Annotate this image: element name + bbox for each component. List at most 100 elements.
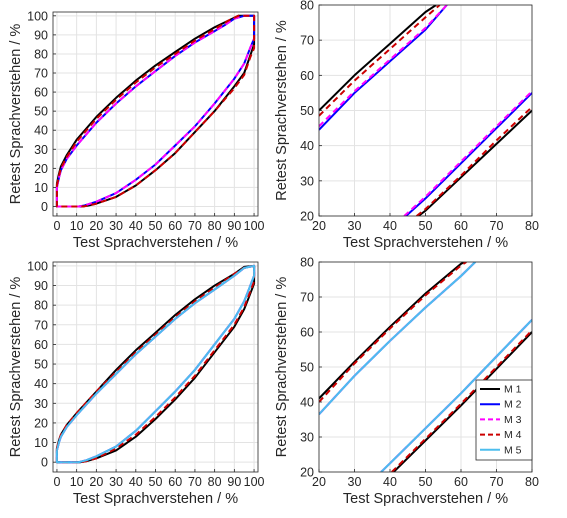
y-tick-label: 60: [300, 69, 314, 83]
series-line-m1: [392, 331, 532, 472]
y-tick-label: 50: [34, 105, 48, 119]
series-line-m4: [391, 329, 532, 472]
x-tick-label: 90: [227, 475, 241, 489]
series-line-m4: [319, 5, 441, 117]
y-tick-label: 20: [300, 210, 314, 224]
y-tick-label: 80: [300, 256, 314, 270]
legend: M 1 M 2 M 3 M 4 M 5: [475, 379, 533, 461]
y-axis-label: Retest Sprachverstehen / %: [8, 277, 24, 458]
legend-label: M 1: [504, 384, 522, 396]
x-tick-label: 70: [188, 475, 202, 489]
x-tick-label: 40: [383, 219, 397, 233]
x-tick-label: 40: [129, 475, 143, 489]
x-tick-label: 40: [129, 219, 143, 233]
y-tick-label: 70: [34, 67, 48, 81]
legend-box: [475, 379, 533, 461]
y-tick-label: 60: [34, 86, 48, 100]
x-tick-label: 10: [70, 219, 84, 233]
series-line-m3: [319, 5, 448, 128]
series-line-m1: [55, 14, 256, 208]
series-group: [319, 5, 532, 216]
y-tick-label: 40: [34, 377, 48, 391]
x-tick-label: 60: [168, 475, 182, 489]
y-tick-label: 50: [300, 104, 314, 118]
x-tick-label: 30: [109, 219, 123, 233]
series-line-m5: [380, 319, 532, 472]
x-tick-label: 50: [149, 219, 163, 233]
y-tick-label: 70: [300, 34, 314, 48]
legend-label: M 5: [504, 444, 522, 456]
x-tick-label: 20: [89, 475, 103, 489]
y-tick-label: 30: [34, 143, 48, 157]
y-tick-label: 20: [300, 466, 314, 480]
x-tick-label: 0: [53, 219, 60, 233]
chart-bottom-left: 0 10 20 30 40 50 60 70 80 90 100010203040506070809…: [8, 259, 265, 507]
y-tick-label: 80: [300, 0, 314, 13]
y-tick-label: 20: [34, 416, 48, 430]
series-line-m1: [319, 262, 466, 400]
x-tick-label: 80: [208, 219, 222, 233]
x-tick-label: 100: [244, 219, 265, 233]
series-group: [55, 264, 256, 464]
y-tick-label: 80: [34, 47, 48, 61]
series-line-m1: [319, 5, 437, 112]
y-tick-label: 70: [34, 318, 48, 332]
y-tick-label: 30: [34, 397, 48, 411]
series-line-m3: [403, 90, 532, 216]
x-tick-label: 20: [312, 475, 326, 489]
x-tick-label: 70: [490, 475, 504, 489]
y-tick-label: 80: [34, 299, 48, 313]
x-tick-label: 80: [525, 219, 539, 233]
x-tick-label: 30: [348, 219, 362, 233]
series-line-m2: [405, 92, 532, 216]
x-tick-label: 50: [149, 475, 163, 489]
legend-label: M 3: [504, 414, 522, 426]
legend-label: M 4: [504, 429, 522, 441]
chart-top-left: 0 10 20 30 40 50 60 70 80 90 100010203040506070809…: [8, 9, 265, 251]
x-tick-label: 80: [525, 475, 539, 489]
y-tick-label: 90: [34, 279, 48, 293]
x-axis-label: Test Sprachverstehen / %: [343, 491, 508, 507]
y-tick-label: 50: [34, 358, 48, 372]
y-tick-label: 90: [34, 28, 48, 42]
x-tick-label: 20: [89, 219, 103, 233]
series-line-m1: [417, 109, 532, 216]
x-tick-label: 10: [70, 475, 84, 489]
y-axis-label: Retest Sprachverstehen / %: [8, 24, 24, 205]
series-line-m4: [319, 262, 467, 403]
x-axis-label: Test Sprachverstehen / %: [73, 491, 238, 507]
x-tick-label: 20: [312, 219, 326, 233]
series-group: [55, 14, 256, 208]
y-tick-label: 30: [300, 174, 314, 188]
x-tick-label: 70: [188, 219, 202, 233]
x-tick-label: 60: [454, 219, 468, 233]
x-tick-label: 30: [348, 475, 362, 489]
series-line-m4: [55, 14, 256, 208]
x-tick-label: 0: [53, 475, 60, 489]
y-tick-label: 60: [34, 338, 48, 352]
x-tick-label: 60: [168, 219, 182, 233]
series-line-m5: [55, 264, 256, 464]
y-tick-label: 40: [34, 124, 48, 138]
y-tick-label: 10: [34, 436, 48, 450]
y-tick-label: 0: [41, 456, 48, 470]
chart-top-right: 20 30 40 50 60 70 80 20 30 40 50 60 70 80 Test Sprachv…: [274, 0, 539, 251]
y-tick-label: 100: [27, 9, 48, 23]
x-tick-label: 100: [244, 475, 265, 489]
y-axis-label: Retest Sprachverstehen / %: [274, 277, 290, 458]
series-line-m4: [415, 106, 532, 216]
series-group: [319, 262, 532, 472]
legend-label: M 2: [504, 399, 522, 411]
x-axis-label: Test Sprachverstehen / %: [73, 235, 238, 251]
x-tick-label: 50: [419, 219, 433, 233]
y-tick-label: 20: [34, 162, 48, 176]
x-tick-label: 80: [208, 475, 222, 489]
x-tick-label: 70: [490, 219, 504, 233]
x-tick-label: 50: [419, 475, 433, 489]
x-tick-label: 30: [109, 475, 123, 489]
y-tick-label: 40: [300, 139, 314, 153]
series-line-m5: [319, 262, 476, 415]
x-axis-label: Test Sprachverstehen / %: [343, 235, 508, 251]
x-tick-label: 90: [227, 219, 241, 233]
